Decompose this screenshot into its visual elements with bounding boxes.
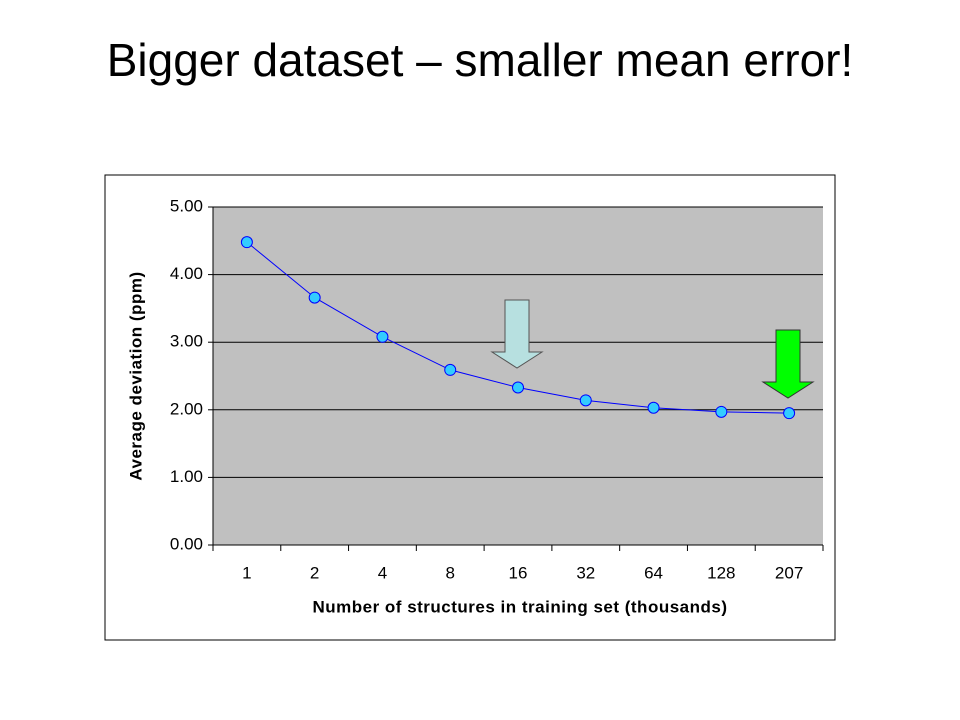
highlight-arrow <box>490 299 544 369</box>
x-axis-title: Number of structures in training set (th… <box>312 597 727 616</box>
highlight-arrow <box>761 329 815 399</box>
data-point <box>579 394 592 407</box>
data-point <box>715 405 728 418</box>
y-tick-label: 0.00 <box>170 534 203 553</box>
x-tick-label: 1 <box>242 563 251 582</box>
data-point <box>376 330 389 343</box>
x-tick-label: 4 <box>378 563 387 582</box>
marks: 0.00 1.00 2.00 3.00 4.00 5.00 1 2 4 8 16 32 64 128 207 <box>170 196 824 582</box>
data-point <box>512 381 524 394</box>
y-tick-label: 4.00 <box>170 264 203 283</box>
x-tick-label: 8 <box>445 563 454 582</box>
x-tick-label: 32 <box>576 563 595 582</box>
data-point <box>783 407 796 420</box>
y-tick-label: 3.00 <box>170 332 203 351</box>
x-tick-label: 207 <box>775 563 803 582</box>
y-tick-label: 1.00 <box>170 467 203 486</box>
data-point <box>308 291 321 304</box>
plot-area <box>213 207 823 545</box>
x-tick-label: 64 <box>644 563 663 582</box>
data-point <box>647 401 660 414</box>
y-tick-label: 2.00 <box>170 399 203 418</box>
data-point <box>444 363 457 376</box>
data-point <box>240 236 253 249</box>
x-tick-label: 128 <box>707 563 735 582</box>
y-tick-label: 5.00 <box>170 196 203 215</box>
x-tick-label: 16 <box>509 563 528 582</box>
y-axis-title: Average deviation (ppm) <box>126 271 145 480</box>
x-tick-label: 2 <box>310 563 319 582</box>
slide-title: Bigger dataset – smaller mean error! <box>106 34 854 86</box>
